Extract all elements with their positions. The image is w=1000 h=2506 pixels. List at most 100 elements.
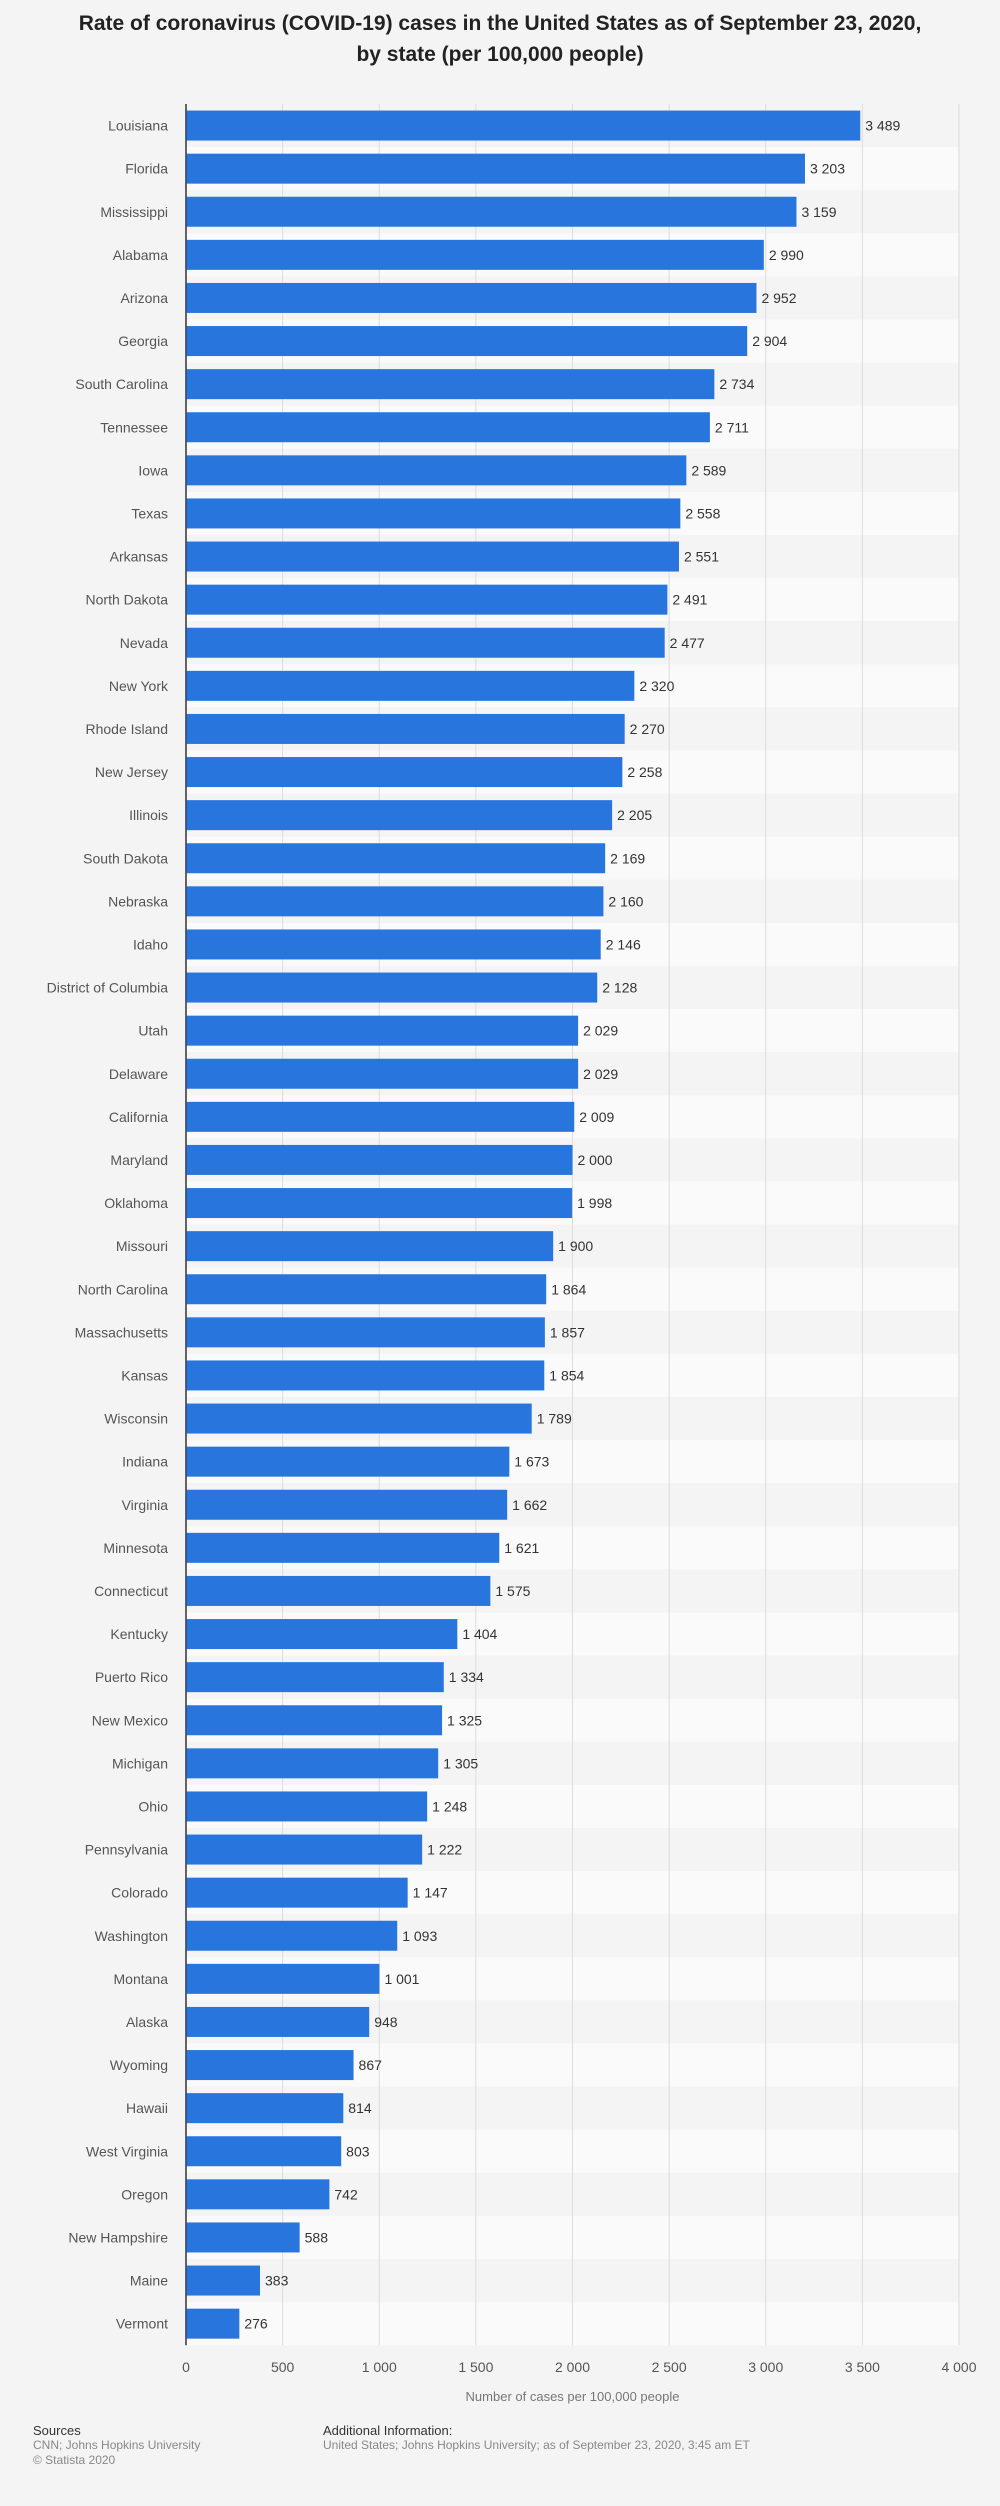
category-label: Maine [130, 2273, 168, 2289]
value-label: 2 160 [608, 893, 643, 909]
bar [186, 239, 764, 270]
value-label: 1 673 [514, 1454, 549, 1470]
bar [186, 326, 748, 357]
bar [186, 1231, 554, 1262]
category-label: Massachusetts [75, 1324, 168, 1340]
x-tick-label: 0 [182, 2359, 190, 2375]
bar [186, 1963, 380, 1994]
category-label: Kentucky [110, 1626, 168, 1642]
bar [186, 886, 604, 917]
sources-heading: Sources [33, 2423, 81, 2438]
category-label: Alaska [126, 2014, 168, 2030]
chart-title-line-1: Rate of coronavirus (COVID-19) cases in … [78, 12, 922, 35]
bar [186, 800, 613, 831]
category-label: Idaho [133, 936, 168, 952]
category-label: South Dakota [83, 850, 168, 866]
copyright-text: © Statista 2020 [33, 2453, 116, 2467]
bar [186, 929, 601, 960]
value-label: 383 [265, 2273, 289, 2289]
category-label: North Dakota [86, 592, 169, 608]
value-label: 588 [305, 2229, 329, 2245]
category-label: Mississippi [100, 204, 168, 220]
value-label: 1 864 [551, 1281, 586, 1297]
value-label: 2 589 [691, 462, 726, 478]
bar [186, 2093, 344, 2124]
value-label: 2 029 [583, 1066, 618, 1082]
chart-title: Rate of coronavirus (COVID-19) cases in … [40, 8, 960, 70]
value-label: 2 146 [606, 936, 641, 952]
additional-info-text: United States; Johns Hopkins University;… [323, 2438, 750, 2452]
value-label: 1 621 [504, 1540, 539, 1556]
bar [186, 584, 668, 615]
value-label: 1 854 [549, 1367, 584, 1383]
x-tick-label: 2 500 [652, 2359, 687, 2375]
value-label: 276 [244, 2316, 268, 2332]
value-label: 2 029 [583, 1023, 618, 1039]
bar [186, 1489, 508, 1520]
bar [186, 541, 679, 572]
sources-text: CNN; Johns Hopkins University [33, 2438, 201, 2452]
x-tick-label: 1 000 [362, 2359, 397, 2375]
value-label: 3 203 [810, 161, 845, 177]
bar [186, 843, 606, 874]
bar [186, 110, 861, 141]
bar [186, 1317, 545, 1348]
bar-chart: Louisiana 3 489 Florida 3 203 Mississippi 3 1… [47, 104, 977, 2404]
bar [186, 1360, 545, 1391]
category-label: California [109, 1109, 168, 1125]
category-label: Hawaii [126, 2100, 168, 2116]
value-label: 742 [334, 2186, 358, 2202]
value-label: 1 147 [413, 1885, 448, 1901]
value-label: 3 159 [801, 204, 836, 220]
category-label: Nevada [120, 635, 168, 651]
value-label: 1 093 [402, 1928, 437, 1944]
category-label: Virginia [122, 1497, 169, 1513]
bar [186, 153, 805, 184]
bar [186, 1575, 491, 1606]
value-label: 948 [374, 2014, 398, 2030]
category-label: Pennsylvania [85, 1842, 168, 1858]
value-label: 1 325 [447, 1712, 482, 1728]
bar [186, 196, 797, 227]
bar [186, 282, 757, 313]
category-label: New Jersey [95, 764, 168, 780]
bar [186, 369, 715, 400]
category-label: District of Columbia [47, 980, 169, 996]
x-tick-label: 500 [271, 2359, 295, 2375]
category-label: New Hampshire [68, 2229, 168, 2245]
x-tick-label: 3 500 [845, 2359, 880, 2375]
bar [186, 2050, 354, 2081]
additional-info-heading: Additional Information: [323, 2423, 453, 2438]
x-axis-title: Number of cases per 100,000 people [466, 2389, 680, 2404]
bar [186, 1446, 510, 1477]
category-label: Florida [125, 161, 168, 177]
bar [186, 1877, 408, 1908]
category-label: Iowa [138, 462, 168, 478]
value-label: 1 900 [558, 1238, 593, 1254]
x-tick-label: 4 000 [941, 2359, 976, 2375]
category-label: Puerto Rico [95, 1669, 168, 1685]
bar [186, 2308, 240, 2339]
value-label: 1 248 [432, 1798, 467, 1814]
value-label: 2 258 [627, 764, 662, 780]
bar [186, 1274, 547, 1305]
category-label: Indiana [122, 1454, 168, 1470]
bar [186, 455, 687, 486]
x-tick-label: 1 500 [458, 2359, 493, 2375]
category-label: Maryland [110, 1152, 168, 1168]
category-label: Colorado [111, 1885, 168, 1901]
value-label: 2 990 [769, 247, 804, 263]
value-label: 2 491 [672, 592, 707, 608]
value-label: 2 711 [715, 419, 749, 435]
x-tick-label: 2 000 [555, 2359, 590, 2375]
bar [186, 757, 623, 788]
category-label: Arkansas [110, 549, 168, 565]
bar [186, 1834, 423, 1865]
bar [186, 1748, 439, 1779]
category-label: Texas [131, 505, 168, 521]
bar [186, 2136, 342, 2167]
bar [186, 713, 625, 744]
value-label: 2 128 [602, 980, 637, 996]
bar [186, 1705, 443, 1736]
sources-block: Sources CNN; Johns Hopkins University © … [33, 2423, 200, 2468]
